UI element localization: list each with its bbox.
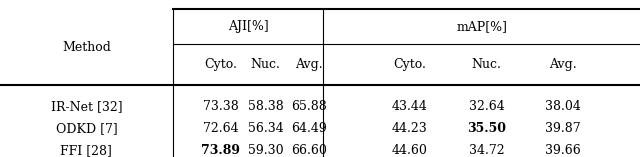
Text: ODKD [7]: ODKD [7] xyxy=(56,122,117,135)
Text: FFI [28]: FFI [28] xyxy=(60,144,113,157)
Text: IR-Net [32]: IR-Net [32] xyxy=(51,100,122,113)
Text: 38.04: 38.04 xyxy=(545,100,581,113)
Text: 64.49: 64.49 xyxy=(291,122,327,135)
Text: Avg.: Avg. xyxy=(549,58,577,71)
Text: Avg.: Avg. xyxy=(295,58,323,71)
Text: 58.38: 58.38 xyxy=(248,100,284,113)
Text: 35.50: 35.50 xyxy=(467,122,506,135)
Text: 65.88: 65.88 xyxy=(291,100,327,113)
Text: 44.23: 44.23 xyxy=(392,122,428,135)
Text: 66.60: 66.60 xyxy=(291,144,327,157)
Text: Cyto.: Cyto. xyxy=(393,58,426,71)
Text: Nuc.: Nuc. xyxy=(251,58,280,71)
Text: 59.30: 59.30 xyxy=(248,144,284,157)
Text: mAP[%]: mAP[%] xyxy=(456,20,507,33)
Text: Cyto.: Cyto. xyxy=(204,58,237,71)
Text: 73.89: 73.89 xyxy=(202,144,240,157)
Text: 32.64: 32.64 xyxy=(468,100,504,113)
Text: 56.34: 56.34 xyxy=(248,122,284,135)
Text: 44.60: 44.60 xyxy=(392,144,428,157)
Text: 72.64: 72.64 xyxy=(203,122,239,135)
Text: 39.87: 39.87 xyxy=(545,122,581,135)
Text: 43.44: 43.44 xyxy=(392,100,428,113)
Text: 73.38: 73.38 xyxy=(203,100,239,113)
Text: Nuc.: Nuc. xyxy=(472,58,501,71)
Text: Method: Method xyxy=(62,41,111,54)
Text: 34.72: 34.72 xyxy=(468,144,504,157)
Text: 39.66: 39.66 xyxy=(545,144,581,157)
Text: AJI[%]: AJI[%] xyxy=(228,20,268,33)
